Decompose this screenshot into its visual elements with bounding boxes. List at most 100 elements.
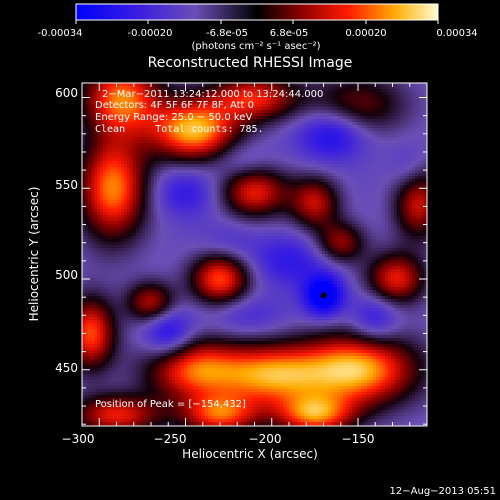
heatmap-cell — [199, 206, 203, 210]
heatmap-cell — [127, 155, 131, 159]
heatmap-cell — [382, 164, 386, 168]
heatmap-cell — [235, 113, 239, 117]
heatmap-cell — [304, 104, 308, 108]
heatmap-cell — [424, 170, 427, 174]
heatmap-cell — [385, 86, 389, 90]
heatmap-cell — [232, 116, 236, 120]
heatmap-cell — [364, 140, 368, 144]
heatmap-cell — [334, 98, 338, 102]
heatmap-cell — [343, 113, 347, 117]
heatmap-cell — [292, 137, 296, 141]
heatmap-cell — [322, 137, 326, 141]
heatmap-cell — [157, 206, 161, 210]
heatmap-cell — [328, 149, 332, 153]
heatmap-cell — [406, 167, 410, 171]
heatmap-cell — [370, 203, 374, 207]
heatmap-cell — [406, 134, 410, 138]
heatmap-cell — [283, 98, 287, 102]
heatmap-cell — [115, 179, 119, 183]
heatmap-cell — [259, 179, 263, 183]
heatmap-cell — [172, 86, 176, 90]
heatmap-cell — [367, 122, 371, 126]
heatmap-cell — [115, 95, 119, 99]
heatmap-cell — [373, 86, 377, 90]
heatmap-cell — [94, 98, 98, 102]
heatmap-cell — [310, 179, 314, 183]
heatmap-cell — [148, 203, 152, 207]
heatmap-cell — [346, 110, 350, 114]
heatmap-cell — [334, 101, 338, 105]
heatmap-cell — [220, 137, 224, 141]
heatmap-cell — [139, 158, 143, 162]
heatmap-cell — [178, 131, 182, 135]
heatmap-cell — [337, 149, 341, 153]
heatmap-cell — [184, 116, 188, 120]
heatmap-cell — [193, 113, 197, 117]
heatmap-cell — [379, 113, 383, 117]
heatmap-cell — [223, 92, 227, 96]
heatmap-cell — [295, 134, 299, 138]
heatmap-cell — [229, 203, 233, 207]
heatmap-cell — [133, 185, 137, 189]
heatmap-cell — [151, 179, 155, 183]
heatmap-cell — [193, 83, 197, 87]
heatmap-cell — [367, 131, 371, 135]
heatmap-cell — [328, 101, 332, 105]
heatmap-cell — [121, 161, 125, 165]
heatmap-cell — [406, 161, 410, 165]
heatmap-cell — [397, 110, 401, 114]
heatmap-cell — [403, 206, 407, 210]
heatmap-cell — [373, 92, 377, 96]
heatmap-cell — [361, 161, 365, 165]
heatmap-cell — [136, 197, 140, 201]
heatmap-cell — [283, 167, 287, 171]
heatmap-cell — [130, 83, 134, 87]
heatmap-cell — [103, 119, 107, 123]
heatmap-cell — [130, 176, 134, 180]
heatmap-layer — [82, 83, 427, 426]
heatmap-cell — [256, 119, 260, 123]
heatmap-cell — [229, 158, 233, 162]
heatmap-cell — [109, 194, 113, 198]
heatmap-cell — [166, 134, 170, 138]
heatmap-cell — [118, 122, 122, 126]
heatmap-cell — [127, 107, 131, 111]
heatmap-cell — [235, 185, 239, 189]
heatmap-cell — [268, 125, 272, 129]
heatmap-cell — [106, 101, 110, 105]
heatmap-cell — [355, 182, 359, 186]
heatmap-cell — [109, 122, 113, 126]
heatmap-cell — [124, 92, 128, 96]
heatmap-cell — [256, 89, 260, 93]
heatmap-cell — [205, 143, 209, 147]
heatmap-cell — [403, 164, 407, 168]
heatmap-cell — [307, 89, 311, 93]
heatmap-cell — [382, 119, 386, 123]
heatmap-cell — [307, 152, 311, 156]
heatmap-cell — [220, 104, 224, 108]
heatmap-cell — [250, 170, 254, 174]
heatmap-cell — [334, 95, 338, 99]
heatmap-cell — [391, 164, 395, 168]
heatmap-cell — [172, 83, 176, 87]
heatmap-cell — [133, 146, 137, 150]
heatmap-cell — [283, 188, 287, 192]
heatmap-cell — [313, 143, 317, 147]
heatmap-cell — [103, 101, 107, 105]
heatmap-cell — [163, 182, 167, 186]
heatmap-cell — [358, 125, 362, 129]
heatmap-cell — [178, 158, 182, 162]
heatmap-cell — [160, 203, 164, 207]
heatmap-cell — [130, 104, 134, 108]
heatmap-cell — [247, 191, 251, 195]
heatmap-cell — [142, 182, 146, 186]
heatmap-cell — [271, 164, 275, 168]
heatmap-cell — [118, 179, 122, 183]
heatmap-cell — [409, 95, 413, 99]
heatmap-cell — [406, 179, 410, 183]
heatmap-cell — [163, 113, 167, 117]
heatmap-cell — [277, 137, 281, 141]
heatmap-cell — [238, 125, 242, 129]
heatmap-cell — [268, 185, 272, 189]
heatmap-cell — [118, 146, 122, 150]
